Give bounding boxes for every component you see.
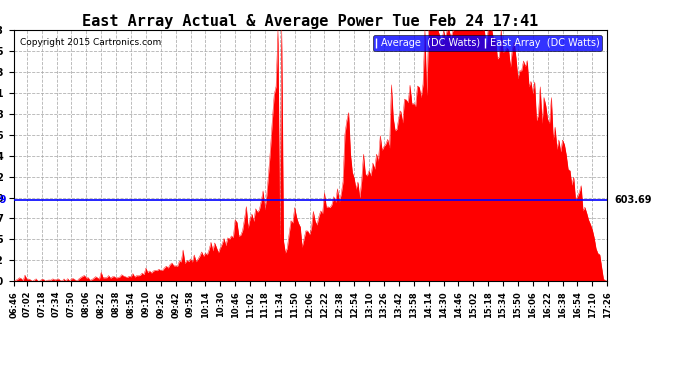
Legend: Average  (DC Watts), East Array  (DC Watts): Average (DC Watts), East Array (DC Watts… [373,35,602,51]
Text: 603.69: 603.69 [0,195,7,206]
Text: Copyright 2015 Cartronics.com: Copyright 2015 Cartronics.com [20,38,161,46]
Title: East Array Actual & Average Power Tue Feb 24 17:41: East Array Actual & Average Power Tue Fe… [82,14,539,29]
Text: 603.69: 603.69 [614,195,651,206]
